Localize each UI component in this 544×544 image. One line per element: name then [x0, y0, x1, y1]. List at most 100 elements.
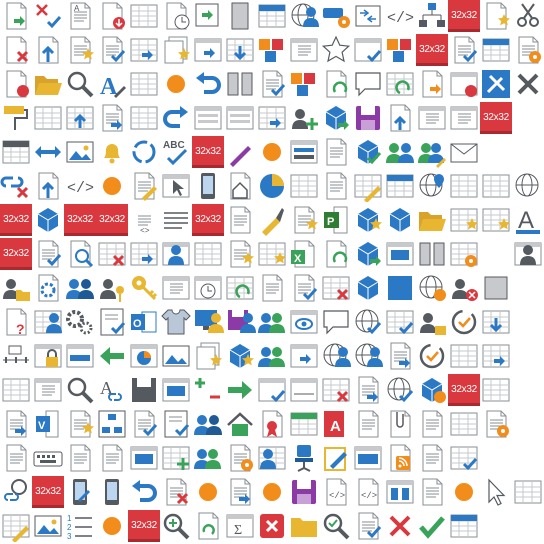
timeline-box-icon — [288, 374, 320, 406]
undo-blue-icon — [192, 68, 224, 100]
placeholder-label: 32x32 — [192, 204, 224, 236]
people-pair-icon — [384, 136, 416, 168]
doc-gear-icon — [224, 442, 256, 474]
doc-pen-icon — [128, 170, 160, 202]
doc-star-icon — [288, 204, 320, 236]
window-gray-icon — [480, 272, 512, 304]
grid-icon — [448, 340, 480, 372]
doc-arrow-icon — [224, 476, 256, 508]
globe-check-icon — [384, 374, 416, 406]
placeholder-icon: 32x32 — [64, 204, 96, 236]
table-header-icon — [0, 136, 32, 168]
columns-blue-icon — [416, 238, 448, 270]
phone-blue-icon — [192, 170, 224, 202]
svg-text:2: 2 — [67, 523, 72, 532]
doc-magnifier-icon — [64, 238, 96, 270]
grid-people-icon — [32, 306, 64, 338]
cube-star-icon — [352, 204, 384, 236]
gear-doc-icon — [32, 272, 64, 304]
globe-icon — [512, 170, 544, 202]
doc-check-icon — [96, 34, 128, 66]
doc-star-icon — [64, 34, 96, 66]
placeholder-icon: 32x32 — [192, 204, 224, 236]
placeholder-icon: 32x32 — [128, 510, 160, 542]
window-blue-arrow-icon — [192, 34, 224, 66]
grid-icon — [288, 170, 320, 202]
doc-arrow-icon — [96, 102, 128, 134]
grid-lines-icon — [0, 374, 32, 406]
window-blue-icon — [384, 238, 416, 270]
rows-lines-icon — [192, 102, 224, 134]
person-lock-icon — [416, 306, 448, 338]
grid-icon — [448, 170, 480, 202]
people-chart-icon — [256, 340, 288, 372]
orange-dot-icon — [448, 476, 480, 508]
grid-green-icon — [288, 408, 320, 440]
grid-window-icon — [448, 408, 480, 440]
magnifier-plus-icon — [160, 510, 192, 542]
lines-icon — [160, 204, 192, 236]
cubes-check-icon — [352, 136, 384, 168]
placeholder-label: 32x32 — [0, 204, 32, 236]
timeline-icon — [0, 340, 32, 372]
doc-star-lines-icon — [64, 408, 96, 440]
speech-bubble-icon — [352, 68, 384, 100]
picture-frame-icon — [160, 340, 192, 372]
docs-star-icon — [192, 340, 224, 372]
doc-lines-icon — [96, 442, 128, 474]
globe-gear-icon — [416, 272, 448, 304]
grid-icon — [480, 170, 512, 202]
person-plus-icon — [288, 102, 320, 134]
doc-orange-arrow-icon — [416, 68, 448, 100]
grid-arrow-icon — [480, 340, 512, 372]
phone-pen-icon — [64, 476, 96, 508]
placeholder-label: 32x32 — [0, 238, 32, 270]
doc-lines-icon — [416, 476, 448, 508]
globe-check-icon — [352, 306, 384, 338]
svg-text:O: O — [133, 318, 142, 330]
doc-lines-icon — [416, 408, 448, 440]
code-tags-icon: </> — [64, 170, 96, 202]
placeholder-label: 32x32 — [448, 374, 480, 406]
folder-open-icon — [416, 204, 448, 236]
cross-check-icon — [32, 0, 64, 32]
doc-red-x-icon — [0, 34, 32, 66]
svg-text:<>: <> — [140, 227, 150, 236]
people-pen-icon — [416, 136, 448, 168]
placeholder-label: 32x32 — [448, 0, 480, 32]
grid-gear-icon — [448, 238, 480, 270]
check-window-icon — [352, 34, 384, 66]
visio-doc-icon: V — [32, 408, 64, 440]
sync-circle-icon — [128, 136, 160, 168]
doc-x-icon — [160, 476, 192, 508]
doc-cert-icon — [256, 408, 288, 440]
cube-blue-icon — [352, 272, 384, 304]
window-pie-icon — [128, 340, 160, 372]
placeholder-icon: 32x32 — [416, 34, 448, 66]
excel-doc-icon: X — [288, 238, 320, 270]
window-bar-icon — [64, 340, 96, 372]
placeholder-label: 32x32 — [64, 204, 96, 236]
rows-lines-icon — [224, 102, 256, 134]
magnifier-check-icon — [320, 510, 352, 542]
svg-text:A: A — [74, 4, 80, 13]
doc-question-icon: ? — [0, 306, 32, 338]
arrows-box-icon — [352, 0, 384, 32]
orange-dot-icon — [96, 170, 128, 202]
magnifier-icon — [64, 374, 96, 406]
clip-doc-icon — [384, 408, 416, 440]
doc-green-arrow-icon — [0, 0, 32, 32]
doc-arrow-icon — [384, 340, 416, 372]
grid-arrow-icon — [128, 34, 160, 66]
svg-text:A: A — [518, 207, 534, 234]
save-window-icon — [128, 374, 160, 406]
square-green-arrow-icon — [192, 0, 224, 32]
cubes-lines-icon — [288, 68, 320, 100]
arrow-left-icon — [96, 340, 128, 372]
outlook-icon: O — [128, 306, 160, 338]
svg-text:A: A — [100, 378, 113, 398]
doc-check-icon — [128, 408, 160, 440]
letter-pen-icon: A — [96, 68, 128, 100]
align-code-icon: <> — [128, 204, 160, 236]
doc-lines-icon — [224, 204, 256, 236]
